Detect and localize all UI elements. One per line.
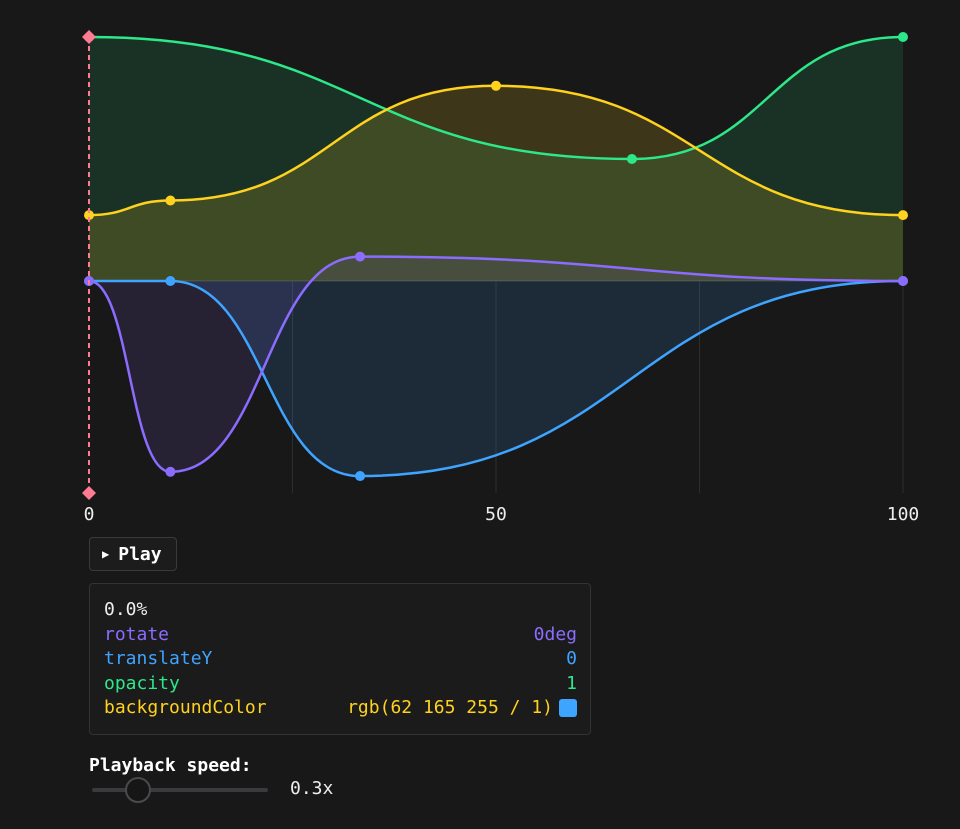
rotate-keyframe-point	[898, 276, 908, 286]
area-fills	[89, 37, 903, 477]
play-icon: ▶	[102, 547, 110, 561]
x-tick-label: 100	[886, 504, 920, 525]
translatey-keyframe-point	[165, 276, 176, 286]
backgroundcolor-keyframe-point	[898, 210, 908, 221]
property-name: translateY	[104, 648, 213, 669]
color-swatch	[559, 699, 577, 718]
x-tick-label: 0	[83, 504, 95, 525]
backgroundcolor-keyframe-point	[165, 195, 176, 206]
backgroundcolor-curve	[88, 84, 904, 217]
playback-speed-label: Playback speed:	[89, 755, 252, 776]
play-button-label: Play	[118, 543, 162, 565]
progress-value: 0.0%	[104, 599, 148, 620]
property-row-translatey: translateY 0	[104, 647, 577, 672]
playback-speed-value: 0.3x	[290, 778, 334, 799]
property-name: backgroundColor	[104, 697, 267, 718]
opacity-area	[89, 37, 903, 281]
translatey-area	[89, 281, 903, 477]
rotate-area	[89, 256, 903, 472]
property-value: 0	[566, 648, 577, 669]
opacity-curve	[88, 35, 904, 161]
property-value: 0deg	[533, 623, 577, 645]
property-value-wrap: rgb(62 165 255 / 1)	[347, 696, 577, 721]
translatey-keyframe-point	[355, 471, 366, 482]
property-value: 1	[566, 672, 577, 694]
rotate-keyframe-point	[355, 251, 366, 262]
property-value: rgb(62 165 255 / 1)	[347, 697, 553, 718]
property-row-opacity: opacity 1	[104, 672, 577, 697]
opacity-keyframe-point	[626, 154, 637, 164]
values-panel: 0.0% rotate 0deg translateY 0 opacity 1 …	[89, 583, 591, 735]
opacity-keyframe-point	[898, 32, 908, 42]
property-name: rotate	[104, 623, 170, 645]
slider-track[interactable]	[92, 788, 268, 792]
progress-row: 0.0%	[104, 598, 577, 623]
timeline-graph[interactable]	[0, 0, 960, 530]
slider-thumb[interactable]	[125, 777, 152, 803]
property-name: opacity	[104, 672, 180, 694]
backgroundcolor-area	[89, 85, 903, 281]
playhead-top-handle	[82, 30, 96, 44]
playback-speed-slider[interactable]	[92, 777, 268, 803]
rotate-curve	[88, 255, 904, 474]
playhead-bottom-handle	[82, 486, 96, 500]
property-row-backgroundcolor: backgroundColor rgb(62 165 255 / 1)	[104, 696, 577, 721]
backgroundcolor-keyframe-point	[491, 80, 501, 91]
grid-layer	[89, 280, 904, 493]
playhead[interactable]	[82, 30, 96, 500]
rotate-keyframe-point	[165, 466, 176, 477]
property-row-rotate: rotate 0deg	[104, 623, 577, 648]
x-tick-label: 50	[485, 504, 507, 525]
play-button[interactable]: ▶ Play	[89, 537, 177, 571]
backgroundcolor-keyframe-point	[84, 210, 94, 221]
